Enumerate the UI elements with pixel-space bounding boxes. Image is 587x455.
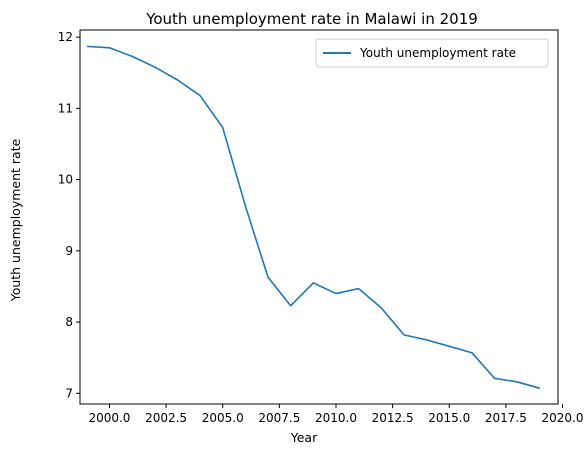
x-tick-label: 2002.5 <box>145 411 187 425</box>
x-tick-label: 2000.0 <box>88 411 130 425</box>
chart-title: Youth unemployment rate in Malawi in 201… <box>145 10 478 28</box>
y-tick-label: 12 <box>58 30 73 44</box>
x-axis-label: Year <box>290 430 318 445</box>
x-tick-label: 2010.0 <box>315 411 357 425</box>
x-tick-label: 2017.5 <box>485 411 527 425</box>
y-tick-label: 8 <box>65 315 73 329</box>
x-tick-label: 2007.5 <box>258 411 300 425</box>
legend-box <box>315 38 549 68</box>
y-tick-label: 10 <box>58 173 73 187</box>
x-tick-label: 2015.0 <box>428 411 470 425</box>
legend: Youth unemployment rate <box>315 38 549 68</box>
x-tick-label: 2012.5 <box>372 411 414 425</box>
y-tick-label: 11 <box>58 101 73 115</box>
y-axis-label: Youth unemployment rate <box>8 138 23 302</box>
y-tick-label: 9 <box>65 244 73 258</box>
series-line <box>86 45 541 390</box>
legend-entry: Youth unemployment rate <box>359 46 516 60</box>
plot-frame <box>79 29 559 405</box>
x-tick-label: 2005.0 <box>202 411 244 425</box>
x-tick-label: 2020.0 <box>542 411 584 425</box>
y-tick-label: 7 <box>65 386 73 400</box>
